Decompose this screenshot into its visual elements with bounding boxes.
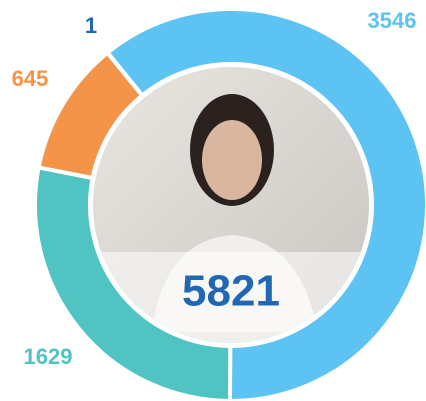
chart: 5821 3546 1629 645 1 xyxy=(0,0,426,401)
value-label: 645 xyxy=(12,66,49,91)
value-label: 1629 xyxy=(24,344,73,369)
total-label: 5821 xyxy=(182,267,280,316)
value-label: 1 xyxy=(85,13,97,38)
value-label: 3546 xyxy=(368,8,417,33)
